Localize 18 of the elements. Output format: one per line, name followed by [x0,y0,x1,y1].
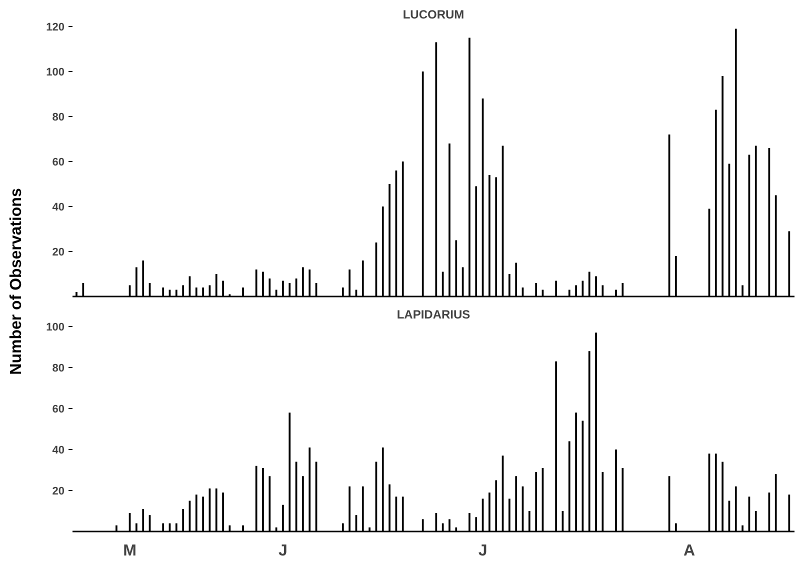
x-tick-label: J [478,542,488,560]
y-tick-label: 60 [52,156,65,168]
x-tick-label: J [278,542,288,560]
chart-title: LUCORUM [402,8,464,22]
y-tick-label: 120 [46,22,65,34]
y-tick-label: 80 [52,362,65,374]
x-tick-label: A [683,542,696,560]
y-tick-label: 40 [52,444,65,456]
y-tick-label: 40 [52,202,65,214]
x-tick-label: M [123,542,136,560]
y-tick-label: 20 [52,486,65,498]
y-tick-label: 100 [46,322,65,334]
y-tick-label: 80 [52,112,65,124]
y-tick-label: 20 [52,246,65,258]
y-tick-label: 100 [46,66,65,78]
y-tick-label: 60 [52,404,65,416]
y-axis-title: Number of Observations [8,188,25,375]
chart-title: LAPIDARIUS [396,308,470,322]
